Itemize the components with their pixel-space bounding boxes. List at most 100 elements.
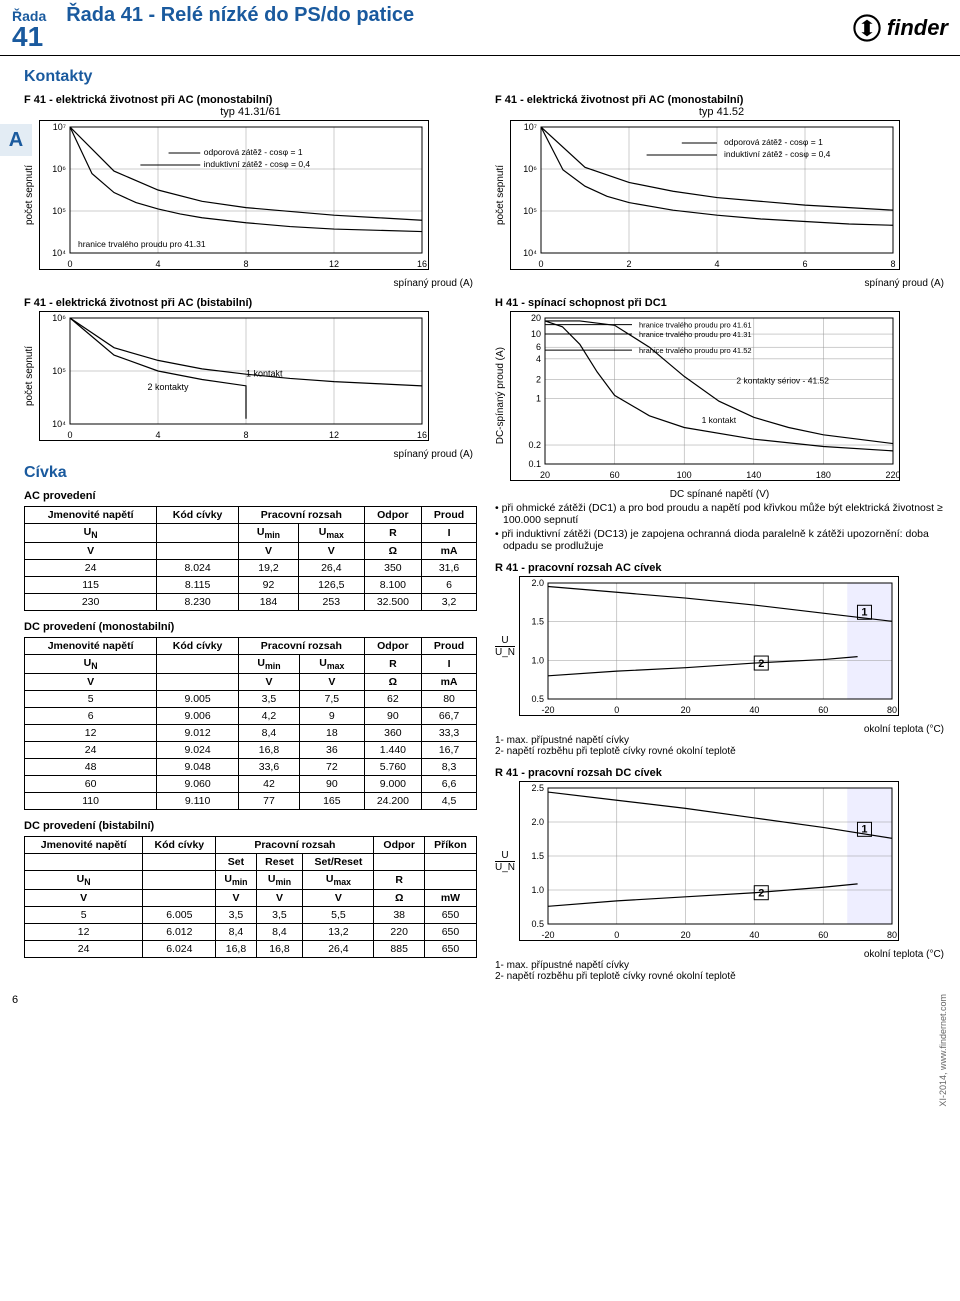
svg-text:6: 6 xyxy=(536,342,541,352)
chart4-xlabel: DC spínané napětí (V) xyxy=(495,489,944,500)
table-row: 129.0128,41836033,3 xyxy=(25,725,477,742)
svg-text:0.1: 0.1 xyxy=(528,459,541,469)
svg-text:0.5: 0.5 xyxy=(532,919,545,929)
table-row: 2308.23018425332.5003,2 xyxy=(25,594,477,611)
table-row: 126.0128,48,413,2220650 xyxy=(25,924,477,941)
chart2-title: F 41 - elektrická životnost při AC (mono… xyxy=(495,94,948,106)
chart5-xlabel: okolní teplota (°C) xyxy=(495,724,944,735)
svg-text:16: 16 xyxy=(417,259,427,269)
table-row: 248.02419,226,435031,6 xyxy=(25,560,477,577)
svg-text:2: 2 xyxy=(758,658,764,670)
svg-text:1: 1 xyxy=(861,823,867,835)
svg-text:2: 2 xyxy=(758,888,764,900)
chart5-yratio-un: U_N xyxy=(495,647,515,658)
svg-text:10⁶: 10⁶ xyxy=(523,164,537,174)
page-header: Řada 41 Řada 41 - Relé nízké do PS/do pa… xyxy=(0,0,960,56)
chart6-yratio-u: U xyxy=(495,850,515,862)
chart1-title: F 41 - elektrická životnost při AC (mono… xyxy=(24,94,477,106)
svg-text:10⁵: 10⁵ xyxy=(52,206,66,216)
svg-text:2: 2 xyxy=(536,374,541,384)
chart1-ylabel: počet sepnutí xyxy=(24,165,35,225)
chart6-title: R 41 - pracovní rozsah DC cívek xyxy=(495,767,948,779)
svg-text:2: 2 xyxy=(626,259,631,269)
table-row: 59.0053,57,56280 xyxy=(25,691,477,708)
svg-text:100: 100 xyxy=(677,470,692,480)
svg-text:10⁴: 10⁴ xyxy=(52,419,66,429)
svg-text:hranice trvalého proudu pro 41: hranice trvalého proudu pro 41.52 xyxy=(639,346,752,355)
svg-text:-20: -20 xyxy=(542,930,555,940)
svg-text:60: 60 xyxy=(818,930,828,940)
dc1-note-1: • při ohmické zátěži (DC1) a pro bod pro… xyxy=(503,502,948,526)
table-dc-bi-title: DC provedení (bistabilní) xyxy=(24,820,477,832)
svg-text:4: 4 xyxy=(714,259,719,269)
svg-text:1.0: 1.0 xyxy=(532,655,545,665)
svg-text:2.0: 2.0 xyxy=(532,817,545,827)
header-title: Řada 41 - Relé nízké do PS/do patice xyxy=(66,4,414,27)
chart4-title: H 41 - spínací schopnost při DC1 xyxy=(495,297,948,309)
svg-text:10: 10 xyxy=(531,329,541,339)
svg-text:1.0: 1.0 xyxy=(532,885,545,895)
svg-text:0: 0 xyxy=(614,705,619,715)
svg-text:80: 80 xyxy=(887,930,897,940)
svg-text:1.5: 1.5 xyxy=(532,851,545,861)
chart3-ylabel: počet sepnutí xyxy=(24,346,35,406)
dc1-notes: • při ohmické zátěži (DC1) a pro bod pro… xyxy=(495,502,948,552)
table-row: 1158.11592126,58.1006 xyxy=(25,577,477,594)
chart5-title: R 41 - pracovní rozsah AC cívek xyxy=(495,562,948,574)
svg-text:2 kontakty sériov - 41.52: 2 kontakty sériov - 41.52 xyxy=(736,376,829,386)
svg-text:4: 4 xyxy=(155,259,160,269)
chart6: -200204060800.51.01.52.02.512 xyxy=(519,781,899,941)
svg-text:40: 40 xyxy=(749,930,759,940)
svg-text:0: 0 xyxy=(538,259,543,269)
svg-text:10⁴: 10⁴ xyxy=(523,248,537,258)
svg-text:8: 8 xyxy=(243,259,248,269)
page-number: 6 xyxy=(12,994,18,1107)
svg-text:hranice trvalého proudu pro 41: hranice trvalého proudu pro 41.31 xyxy=(639,330,752,339)
table-row: 609.06042909.0006,6 xyxy=(25,776,477,793)
svg-text:1 kontakt: 1 kontakt xyxy=(702,415,737,425)
svg-text:-20: -20 xyxy=(542,705,555,715)
svg-text:4: 4 xyxy=(155,430,160,440)
table-ac-title: AC provedení xyxy=(24,490,477,502)
svg-text:16: 16 xyxy=(417,430,427,440)
svg-text:1 kontakt: 1 kontakt xyxy=(246,368,283,378)
footer-right: XI-2014, www.findernet.com xyxy=(938,994,948,1107)
coil-note-1b: 1- max. přípustné napětí cívky xyxy=(495,960,948,971)
table-dc-bi: Jmenovité napětíKód cívkyPracovní rozsah… xyxy=(24,836,477,958)
svg-text:4: 4 xyxy=(536,354,541,364)
svg-text:20: 20 xyxy=(681,705,691,715)
svg-text:12: 12 xyxy=(329,259,339,269)
svg-text:40: 40 xyxy=(749,705,759,715)
section-contacts: Kontakty xyxy=(24,68,477,86)
chart5: -200204060800.51.01.52.012 xyxy=(519,576,899,716)
svg-text:0.2: 0.2 xyxy=(528,440,541,450)
svg-text:10⁵: 10⁵ xyxy=(523,206,537,216)
svg-text:1: 1 xyxy=(861,606,867,618)
chart1-subtitle: typ 41.31/61 xyxy=(24,106,477,118)
svg-text:0.5: 0.5 xyxy=(532,694,545,704)
svg-text:0: 0 xyxy=(67,430,72,440)
svg-text:10⁶: 10⁶ xyxy=(52,164,66,174)
table-row: 246.02416,816,826,4885650 xyxy=(25,941,477,958)
coil-note-2b: 2- napětí rozběhu při teplotě cívky rovn… xyxy=(495,971,948,982)
svg-text:1: 1 xyxy=(536,393,541,403)
table-dc-mono: Jmenovité napětíKód cívkyPracovní rozsah… xyxy=(24,637,477,810)
svg-text:10⁷: 10⁷ xyxy=(524,122,537,132)
table-row: 489.04833,6725.7608,3 xyxy=(25,759,477,776)
chart6-yratio-un: U_N xyxy=(495,862,515,873)
coil-note-2a: 2- napětí rozběhu při teplotě cívky rovn… xyxy=(495,746,948,757)
chart4: 20601001401802200.10.212461020hranice tr… xyxy=(510,311,900,481)
dc1-note-2: • při induktivní zátěži (DC13) je zapoje… xyxy=(503,528,948,552)
logo-icon xyxy=(853,14,881,42)
table-row: 249.02416,8361.44016,7 xyxy=(25,742,477,759)
svg-text:2.5: 2.5 xyxy=(532,783,545,793)
chart5-yratio-u: U xyxy=(495,635,515,647)
svg-text:10⁶: 10⁶ xyxy=(52,313,66,323)
table-row: 56.0053,53,55,538650 xyxy=(25,907,477,924)
chart1-xlabel: spínaný proud (A) xyxy=(24,278,473,289)
table-row: 69.0064,299066,7 xyxy=(25,708,477,725)
chart3-xlabel: spínaný proud (A) xyxy=(24,449,473,460)
svg-text:hranice trvalého proudu pro 41: hranice trvalého proudu pro 41.31 xyxy=(78,239,206,249)
table-ac: Jmenovité napětíKód cívkyPracovní rozsah… xyxy=(24,506,477,611)
svg-text:induktivní zátěž - cosφ = 0,4: induktivní zátěž - cosφ = 0,4 xyxy=(204,159,311,169)
